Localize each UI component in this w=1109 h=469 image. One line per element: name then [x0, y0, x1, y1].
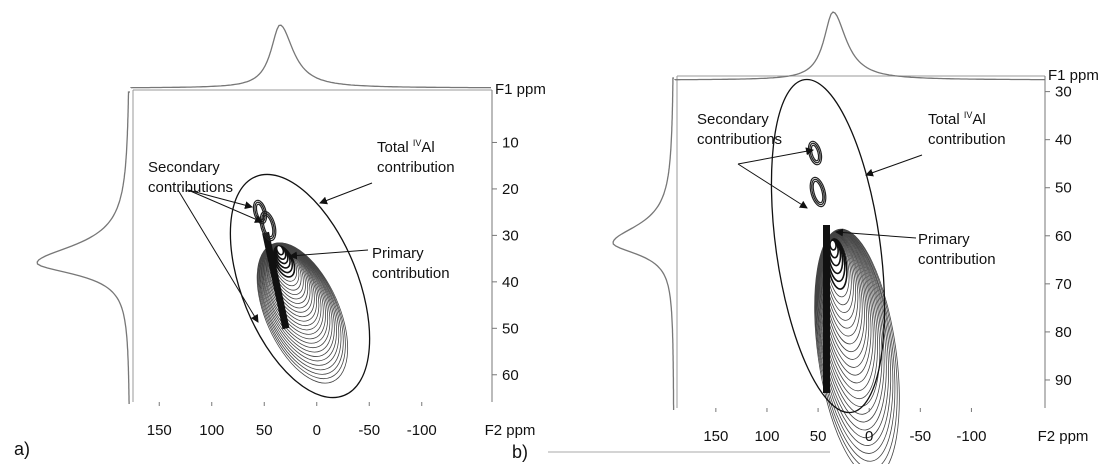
total-suffix: Al	[421, 139, 434, 156]
secondary-contour	[262, 214, 274, 238]
secondary-label: contributions	[697, 131, 782, 148]
x-tick-label: 150	[703, 428, 728, 445]
contour-edge	[823, 225, 830, 393]
secondary-label: Secondary	[148, 159, 220, 176]
secondary-contour	[812, 180, 824, 204]
x-axis-label: F2 ppm	[485, 422, 536, 439]
f1-projection	[36, 91, 130, 404]
secondary-contour	[811, 178, 825, 206]
y-axis-label: F1 ppm	[495, 81, 546, 98]
f2-projection	[130, 24, 491, 89]
x-tick-label: 0	[313, 422, 321, 439]
y-tick-label: 50	[1055, 180, 1072, 197]
total-label: Total IVAl	[377, 138, 435, 156]
primary-label: contribution	[918, 251, 996, 268]
total-label-line2: contribution	[377, 159, 455, 176]
total-suffix: Al	[972, 111, 985, 128]
annotation-arrow	[865, 154, 923, 177]
annotation-arrow	[187, 189, 253, 210]
x-tick-label: 50	[810, 428, 827, 445]
total-prefix: Total	[928, 111, 964, 128]
f1-projection	[612, 77, 675, 410]
primary-label: Primary	[918, 231, 970, 248]
y-tick-label: 30	[1055, 84, 1072, 101]
primary-label: Primary	[372, 245, 424, 262]
x-tick-label: -50	[358, 422, 380, 439]
annotation-arrow	[187, 189, 263, 223]
x-axis-label: F2 ppm	[1038, 428, 1089, 445]
y-tick-label: 10	[502, 134, 519, 151]
secondary-label: Secondary	[697, 111, 769, 128]
secondary-contour	[809, 176, 827, 208]
x-tick-label: -50	[909, 428, 931, 445]
total-region	[770, 78, 886, 414]
panel-label: a)	[14, 439, 30, 459]
y-tick-label: 70	[1055, 276, 1072, 293]
total-label: Total IVAl	[928, 110, 986, 128]
total-region	[229, 173, 371, 399]
x-tick-label: 0	[865, 428, 873, 445]
y-tick-label: 60	[1055, 228, 1072, 245]
contour-edge	[262, 231, 290, 330]
annotation-arrow	[319, 182, 373, 205]
y-tick-label: 40	[502, 274, 519, 291]
panel-label: b)	[512, 442, 528, 462]
x-tick-label: 50	[256, 422, 273, 439]
primary-label: contribution	[372, 265, 450, 282]
annotation-arrow	[737, 163, 808, 209]
annotation-arrow	[177, 189, 259, 323]
total-superscript: IV	[413, 138, 422, 148]
f2-projection	[674, 11, 1045, 81]
y-tick-label: 20	[502, 181, 519, 198]
x-tick-label: 100	[199, 422, 224, 439]
secondary-label: contributions	[148, 179, 233, 196]
x-tick-label: 100	[754, 428, 779, 445]
y-tick-label: 30	[502, 227, 519, 244]
secondary-contour	[259, 210, 277, 242]
y-axis-label: F1 ppm	[1048, 67, 1099, 84]
annotation-arrow	[737, 147, 814, 165]
annotation-arrow	[835, 228, 917, 239]
y-tick-label: 50	[502, 320, 519, 337]
x-tick-label: -100	[407, 422, 437, 439]
total-superscript: IV	[964, 110, 973, 120]
total-label-line2: contribution	[928, 131, 1006, 148]
y-tick-label: 60	[502, 367, 519, 384]
secondary-contour	[261, 212, 275, 240]
x-tick-label: -100	[956, 428, 986, 445]
y-tick-label: 90	[1055, 372, 1072, 389]
total-prefix: Total	[377, 139, 413, 156]
annotation-arrow	[289, 249, 369, 260]
y-tick-label: 40	[1055, 132, 1072, 149]
x-tick-label: 150	[147, 422, 172, 439]
contour	[256, 242, 349, 384]
y-tick-label: 80	[1055, 324, 1072, 341]
